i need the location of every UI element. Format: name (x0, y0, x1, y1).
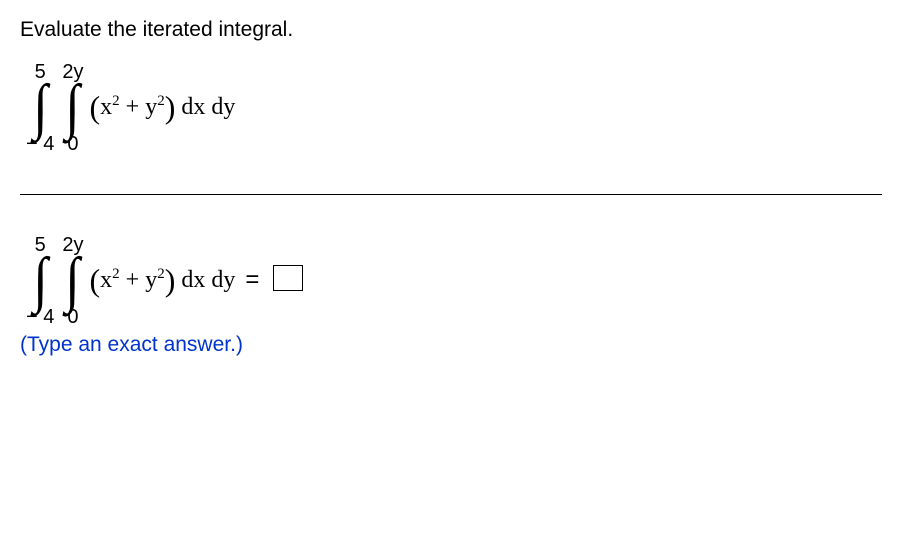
plus: + (120, 94, 146, 120)
equals-sign: = (245, 266, 259, 293)
lparen-2: ( (89, 262, 100, 298)
integral-expression-top: 5 ∫ − 4 2y ∫ 0 (x2 + y2) dx dy (26, 62, 235, 154)
x-var: x (100, 94, 112, 120)
rparen: ) (165, 89, 176, 125)
lparen: ( (89, 89, 100, 125)
integral-sign-outer: ∫ (33, 80, 47, 136)
integral-sign-inner: ∫ (66, 80, 80, 136)
x-var-2: x (100, 267, 112, 293)
hint-text: (Type an exact answer.) (20, 333, 882, 357)
differentials-2: dx dy (175, 267, 235, 293)
x-exp-2: 2 (112, 266, 120, 282)
y-exp-2: 2 (157, 266, 165, 282)
integrand-top: (x2 + y2) dx dy (89, 89, 235, 126)
inner-integral-2: 2y ∫ 0 (62, 235, 83, 327)
prompt-text: Evaluate the iterated integral. (20, 18, 882, 42)
x-exp: 2 (112, 93, 120, 109)
integral-sign-outer-2: ∫ (33, 253, 47, 309)
integrand-bottom: (x2 + y2) dx dy = (89, 262, 303, 299)
y-var: y (145, 94, 157, 120)
answer-input[interactable] (273, 265, 303, 291)
y-var-2: y (145, 267, 157, 293)
rparen-2: ) (165, 262, 176, 298)
y-exp: 2 (157, 93, 165, 109)
integral-sign-inner-2: ∫ (66, 253, 80, 309)
integral-expression-answer: 5 ∫ − 4 2y ∫ 0 (x2 + y2) dx dy = (26, 235, 303, 327)
outer-integral-2: 5 ∫ − 4 (26, 235, 54, 327)
differentials: dx dy (175, 94, 235, 120)
outer-integral: 5 ∫ − 4 (26, 62, 54, 154)
separator-line (20, 194, 882, 195)
plus-2: + (120, 267, 146, 293)
inner-integral: 2y ∫ 0 (62, 62, 83, 154)
